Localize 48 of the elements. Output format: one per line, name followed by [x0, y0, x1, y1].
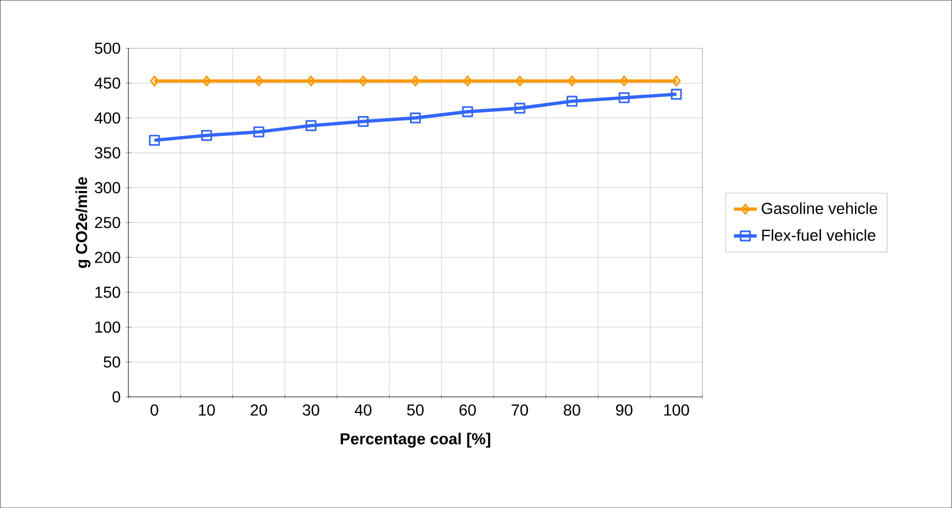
legend-label: Gasoline vehicle: [762, 202, 878, 214]
point: [463, 75, 472, 86]
y-tick-label: 300: [94, 182, 120, 194]
y-tick-label: 100: [95, 321, 120, 333]
x-axis-title: Percentage coal [%]: [340, 432, 490, 448]
y-tick-label: 250: [95, 216, 120, 228]
point: [201, 130, 212, 141]
point: [150, 75, 159, 86]
point: [618, 92, 630, 104]
y-tick-label: 350: [94, 147, 120, 158]
y-tick-label: 50: [104, 356, 120, 368]
y-tick-label: 450: [94, 77, 120, 89]
point: [358, 116, 369, 127]
point: [670, 88, 682, 100]
y-tick-label: 150: [95, 286, 120, 298]
point: [202, 75, 211, 86]
point: [514, 102, 526, 114]
x-tick-label: 0: [150, 404, 158, 416]
y-tick-label: 200: [95, 252, 120, 263]
point: [462, 106, 474, 118]
x-tick-label: 70: [512, 404, 528, 416]
point: [253, 126, 264, 138]
point: [620, 75, 628, 86]
point: [410, 112, 421, 124]
point: [568, 75, 576, 86]
y-tick-label: 0: [112, 391, 120, 402]
legend-label: Flex-fuel vehicle: [762, 229, 876, 241]
point: [254, 75, 264, 86]
x-tick-label: 30: [302, 404, 320, 416]
x-tick-label: 50: [407, 404, 424, 416]
point: [306, 75, 316, 86]
x-tick-label: 100: [664, 404, 690, 416]
point: [411, 75, 420, 86]
point: [566, 96, 578, 107]
point: [148, 134, 160, 146]
x-tick-label: 20: [250, 404, 268, 416]
point: [515, 75, 524, 86]
y-axis-title: g CO2e/mile: [75, 176, 90, 268]
x-tick-label: 80: [564, 404, 580, 416]
point: [672, 75, 681, 86]
x-tick-label: 40: [354, 404, 372, 416]
x-tick-label: 10: [198, 404, 215, 416]
x-tick-label: 90: [616, 404, 632, 416]
point: [306, 120, 316, 131]
y-tick-label: 400: [94, 112, 120, 124]
x-tick-label: 60: [460, 404, 476, 416]
y-tick-label: 500: [94, 42, 120, 54]
point: [358, 75, 368, 86]
